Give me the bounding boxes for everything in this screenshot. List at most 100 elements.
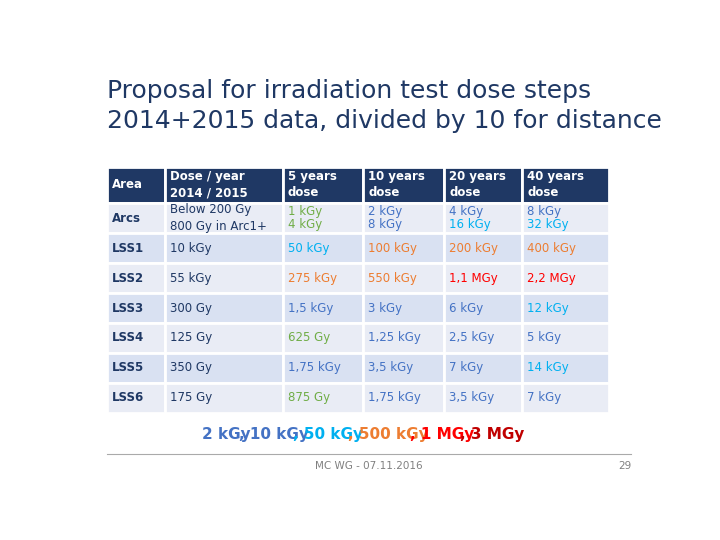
Text: LSS2: LSS2 [112,272,144,285]
Text: 625 Gy: 625 Gy [287,332,330,345]
Text: Dose / year
2014 / 2015: Dose / year 2014 / 2015 [171,171,248,199]
Text: 1,25 kGy: 1,25 kGy [369,332,421,345]
Text: 29: 29 [618,461,631,471]
FancyBboxPatch shape [282,323,364,353]
Text: Arcs: Arcs [112,212,141,225]
Text: 8 kGy: 8 kGy [369,218,402,231]
FancyBboxPatch shape [282,353,364,383]
Text: Area: Area [112,178,143,192]
Text: 1,75 kGy: 1,75 kGy [287,361,341,374]
Text: 10 kGy: 10 kGy [171,242,212,255]
FancyBboxPatch shape [523,323,609,353]
Text: 2 kGy: 2 kGy [202,427,251,442]
Text: 300 Gy: 300 Gy [171,301,212,314]
Text: , 1 MGy: , 1 MGy [410,427,474,442]
Text: 550 kGy: 550 kGy [369,272,418,285]
Text: LSS1: LSS1 [112,242,144,255]
FancyBboxPatch shape [364,203,444,233]
Text: 100 kGy: 100 kGy [369,242,418,255]
FancyBboxPatch shape [444,167,523,203]
FancyBboxPatch shape [166,293,282,323]
FancyBboxPatch shape [282,263,364,293]
Text: 175 Gy: 175 Gy [171,392,212,404]
FancyBboxPatch shape [107,233,166,263]
FancyBboxPatch shape [444,353,523,383]
Text: 1 kGy: 1 kGy [287,205,322,218]
Text: 5 kGy: 5 kGy [528,332,562,345]
FancyBboxPatch shape [282,233,364,263]
FancyBboxPatch shape [282,203,364,233]
Text: LSS6: LSS6 [112,392,144,404]
Text: 200 kGy: 200 kGy [449,242,498,255]
FancyBboxPatch shape [364,293,444,323]
Text: 2 kGy: 2 kGy [369,205,402,218]
Text: 400 kGy: 400 kGy [528,242,577,255]
Text: 350 Gy: 350 Gy [171,361,212,374]
FancyBboxPatch shape [166,233,282,263]
Text: , 3 MGy: , 3 MGy [460,427,524,442]
FancyBboxPatch shape [364,233,444,263]
FancyBboxPatch shape [166,383,282,413]
Text: LSS5: LSS5 [112,361,144,374]
Text: 16 kGy: 16 kGy [449,218,491,231]
Text: 50 kGy: 50 kGy [287,242,329,255]
FancyBboxPatch shape [282,293,364,323]
Text: , 500 kGy: , 500 kGy [348,427,428,442]
FancyBboxPatch shape [364,353,444,383]
FancyBboxPatch shape [523,233,609,263]
FancyBboxPatch shape [444,293,523,323]
FancyBboxPatch shape [107,293,166,323]
Text: LSS4: LSS4 [112,332,144,345]
Text: 14 kGy: 14 kGy [528,361,570,374]
Text: LSS3: LSS3 [112,301,144,314]
Text: 2,2 MGy: 2,2 MGy [528,272,576,285]
Text: 55 kGy: 55 kGy [171,272,212,285]
FancyBboxPatch shape [166,353,282,383]
Text: 875 Gy: 875 Gy [287,392,330,404]
FancyBboxPatch shape [166,203,282,233]
Text: , 10 kGy: , 10 kGy [239,427,309,442]
FancyBboxPatch shape [282,167,364,203]
Text: 1,75 kGy: 1,75 kGy [369,392,421,404]
Text: 3 kGy: 3 kGy [369,301,402,314]
Text: Below 200 Gy
800 Gy in Arc1+: Below 200 Gy 800 Gy in Arc1+ [171,203,267,233]
Text: 125 Gy: 125 Gy [171,332,212,345]
FancyBboxPatch shape [523,353,609,383]
Text: 10 years
dose: 10 years dose [369,171,426,199]
Text: 4 kGy: 4 kGy [449,205,484,218]
FancyBboxPatch shape [166,323,282,353]
FancyBboxPatch shape [364,323,444,353]
Text: 5 years
dose: 5 years dose [287,171,336,199]
Text: , 50 kGy: , 50 kGy [294,427,364,442]
FancyBboxPatch shape [523,167,609,203]
FancyBboxPatch shape [107,203,166,233]
FancyBboxPatch shape [107,323,166,353]
FancyBboxPatch shape [444,233,523,263]
Text: 7 kGy: 7 kGy [528,392,562,404]
FancyBboxPatch shape [166,263,282,293]
Text: 2,5 kGy: 2,5 kGy [449,332,495,345]
Text: 8 kGy: 8 kGy [528,205,562,218]
FancyBboxPatch shape [444,263,523,293]
Text: 12 kGy: 12 kGy [528,301,570,314]
Text: 275 kGy: 275 kGy [287,272,337,285]
FancyBboxPatch shape [523,293,609,323]
FancyBboxPatch shape [107,167,166,203]
FancyBboxPatch shape [107,353,166,383]
FancyBboxPatch shape [523,383,609,413]
FancyBboxPatch shape [444,323,523,353]
FancyBboxPatch shape [107,383,166,413]
Text: 3,5 kGy: 3,5 kGy [369,361,414,374]
FancyBboxPatch shape [523,263,609,293]
Text: 6 kGy: 6 kGy [449,301,484,314]
FancyBboxPatch shape [166,167,282,203]
Text: 1,1 MGy: 1,1 MGy [449,272,498,285]
FancyBboxPatch shape [444,203,523,233]
FancyBboxPatch shape [107,263,166,293]
Text: 7 kGy: 7 kGy [449,361,484,374]
Text: 3,5 kGy: 3,5 kGy [449,392,495,404]
FancyBboxPatch shape [364,263,444,293]
Text: 32 kGy: 32 kGy [528,218,569,231]
Text: MC WG - 07.11.2016: MC WG - 07.11.2016 [315,461,423,471]
FancyBboxPatch shape [523,203,609,233]
